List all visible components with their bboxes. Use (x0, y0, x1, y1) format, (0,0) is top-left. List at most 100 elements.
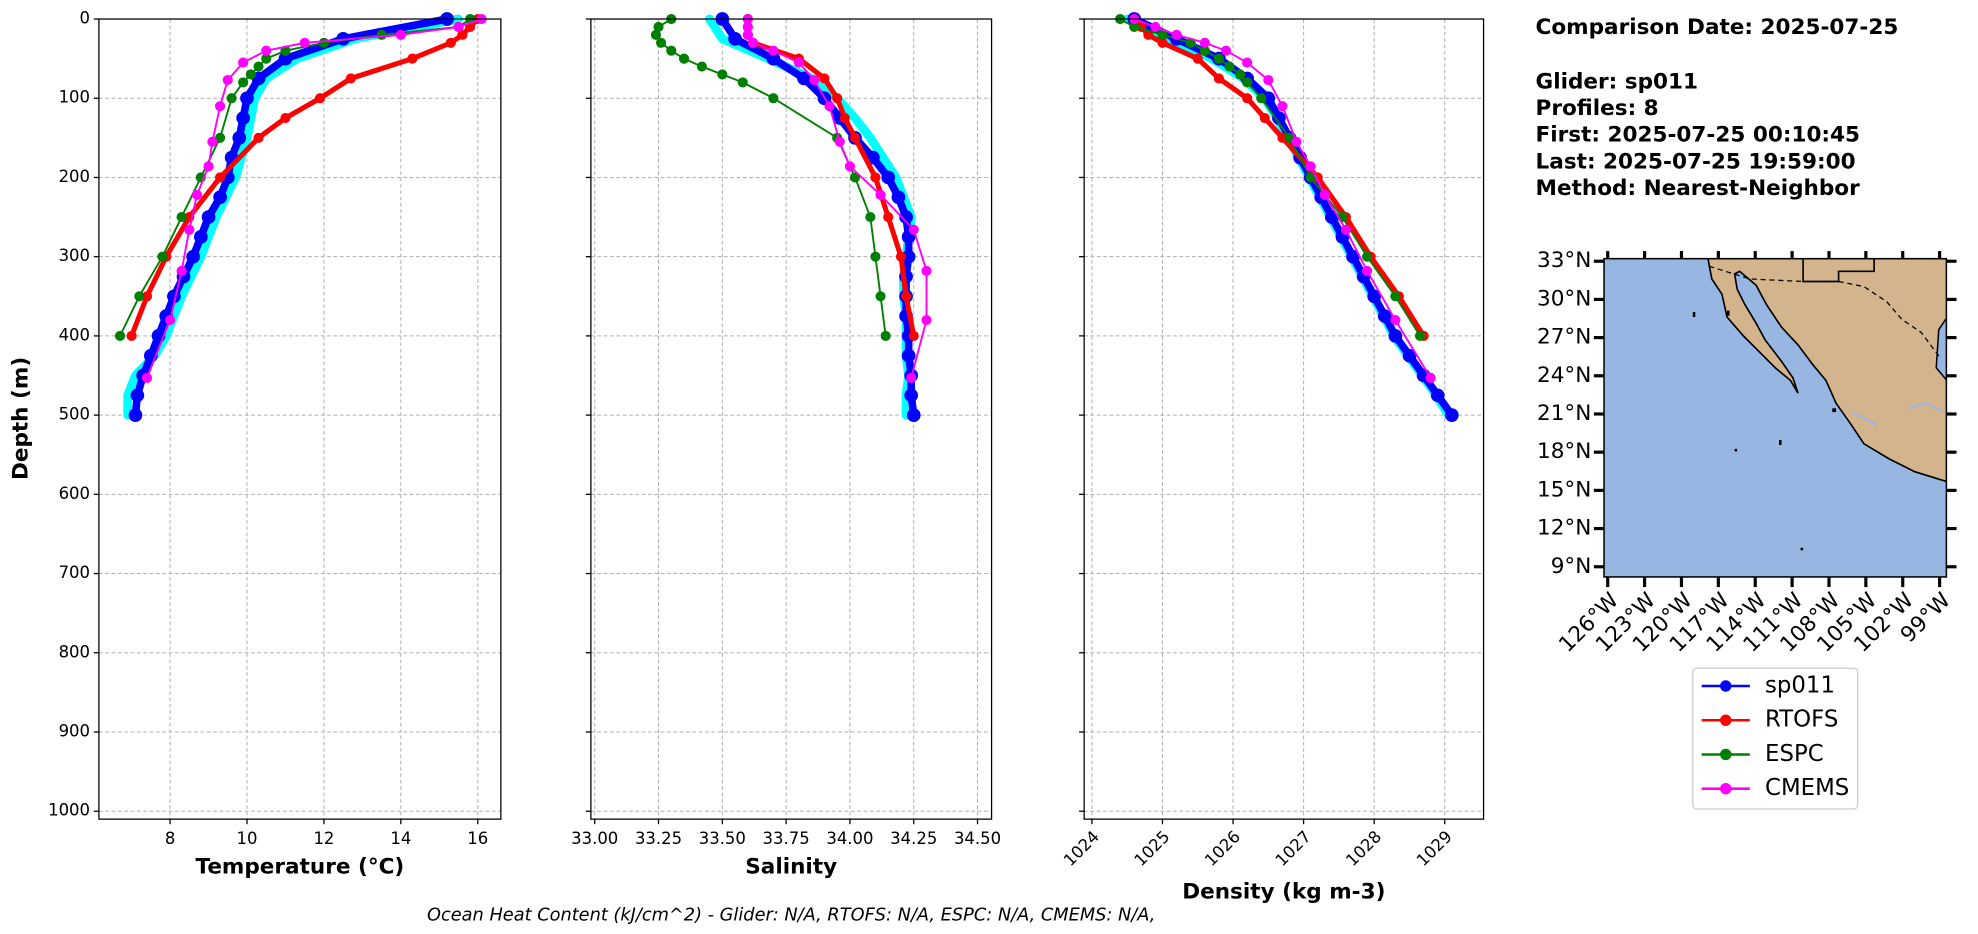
x-tick-label: 33.75 (763, 829, 810, 848)
x-tick-label: 1025 (1130, 827, 1173, 870)
profile-point (1256, 93, 1267, 104)
x-tick-label: 33.00 (571, 829, 618, 848)
profile-point (240, 91, 254, 106)
profile-point (134, 291, 145, 302)
info-title: Comparison Date: 2025-07-25 (1536, 15, 1899, 40)
profile-point (453, 21, 464, 33)
lat-tick-label: 12°N (1537, 516, 1591, 541)
profile-point (921, 314, 932, 326)
profile-point (875, 291, 886, 302)
profile-point (908, 224, 919, 235)
profile-point (650, 29, 662, 40)
profile-point (901, 348, 916, 363)
profile-point (768, 45, 779, 56)
info-line: Profiles: 8 (1536, 96, 1659, 121)
profile-line (1131, 16, 1427, 339)
profile-point (904, 388, 919, 403)
profile-point (1305, 161, 1316, 172)
y-tick-label: 0 (80, 9, 90, 28)
profile-point (226, 93, 237, 104)
profile-point (1367, 289, 1382, 304)
legend-marker (1720, 748, 1732, 761)
profile-point (128, 408, 143, 422)
profile-point (1213, 53, 1224, 64)
profile-point (865, 211, 876, 223)
x-tick-label: 12 (313, 829, 334, 848)
y-tick-label: 600 (59, 484, 90, 503)
profile-point (891, 190, 906, 205)
profile-point (906, 372, 917, 383)
profile-point (114, 330, 126, 341)
profile-point (214, 132, 226, 143)
legend-label: CMEMS (1765, 775, 1849, 801)
x-tick-label: 1026 (1201, 827, 1244, 870)
profile-point (1259, 112, 1270, 124)
profile-point (899, 210, 913, 224)
y-tick-label: 500 (59, 405, 90, 424)
lat-tick-label: 21°N (1537, 401, 1591, 426)
profile-point (742, 29, 753, 40)
profile-point (126, 330, 137, 341)
profile-point (793, 57, 804, 68)
map-border (1802, 258, 1875, 283)
profile-point (1242, 93, 1253, 104)
profile-point (207, 136, 218, 147)
lat-tick-label: 30°N (1537, 286, 1591, 311)
map-island (1800, 547, 1804, 551)
profile-point (191, 189, 203, 200)
profile-point (457, 29, 468, 40)
figure-body: Comparison Date: 2025-07-25 Ocean Heat C… (9, 9, 1957, 925)
axes-frame (98, 18, 502, 820)
profile-point (280, 112, 291, 124)
profile-point (201, 210, 216, 224)
profile-point (238, 77, 249, 88)
profile-point (1277, 132, 1288, 143)
profile-point (1192, 53, 1203, 64)
profile-point (213, 190, 227, 205)
legend-marker (1720, 782, 1732, 795)
profile-point (906, 408, 921, 422)
profile-point (1388, 329, 1403, 343)
profile-point (193, 230, 208, 244)
profile-point (253, 132, 264, 143)
profile-point (742, 21, 753, 33)
y-tick-label: 400 (59, 325, 90, 344)
profile-point (1340, 224, 1352, 235)
x-tick-label: 8 (165, 829, 175, 848)
profile-point (1235, 69, 1246, 80)
profile-point (883, 211, 894, 223)
profile-point (345, 73, 356, 84)
profile-point (824, 101, 835, 112)
profile-point (1346, 249, 1360, 264)
x-tick-label: 16 (467, 829, 488, 848)
profile-point (318, 37, 329, 48)
legend-label: sp011 (1765, 672, 1835, 698)
profile-point (214, 101, 226, 112)
profile-point (1305, 172, 1316, 183)
profile-point (261, 53, 272, 64)
y-tick-label: 900 (59, 721, 90, 740)
legend-label: RTOFS (1765, 707, 1838, 733)
profile-point (222, 74, 233, 86)
profile-point (766, 51, 781, 66)
profile-point (728, 31, 742, 46)
profile-point (653, 21, 664, 33)
x-tick-label: 34.50 (954, 829, 1001, 848)
profile-point (141, 291, 153, 302)
profile-point (315, 93, 326, 104)
x-tick-label: 33.50 (699, 829, 746, 848)
profile-point (1414, 330, 1426, 341)
profile-point (203, 161, 214, 172)
profile-point (1425, 372, 1436, 383)
profile-point (1157, 37, 1168, 48)
profile-point (908, 330, 919, 341)
y-tick-label: 700 (59, 563, 90, 582)
lat-tick-label: 18°N (1537, 439, 1591, 464)
map-island (1832, 408, 1837, 413)
footer: Ocean Heat Content (kJ/cm^2) - Glider: N… (427, 905, 1155, 925)
profile-point (1157, 29, 1168, 40)
profile-point (1390, 314, 1401, 326)
map-island (1692, 311, 1696, 317)
y-axis-label: Depth (m) (9, 357, 34, 480)
